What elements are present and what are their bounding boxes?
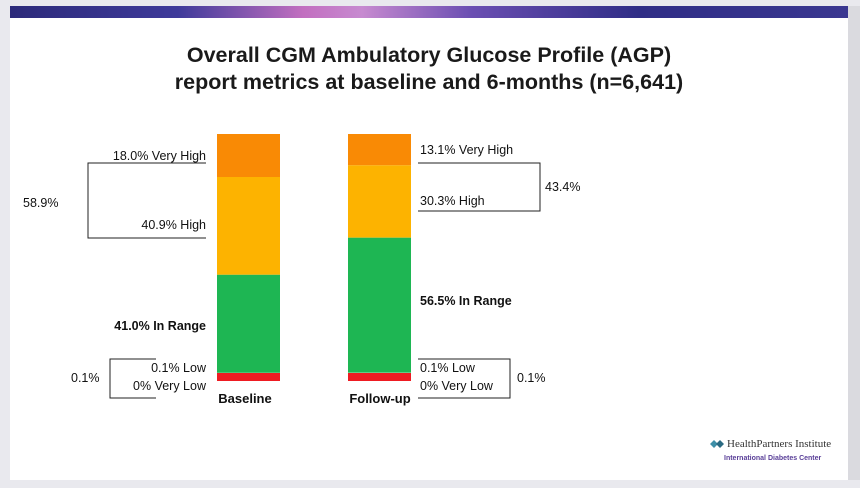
label-followup-in-range: 56.5% In Range	[420, 294, 512, 308]
title-line-2: report metrics at baseline and 6-months …	[174, 70, 684, 94]
label-followup-high: 30.3% High	[420, 194, 485, 208]
bar-baseline-very-high	[217, 134, 280, 177]
label-baseline-very-low: 0% Very Low	[133, 379, 207, 393]
bar-followup-high	[348, 165, 411, 238]
window-edge	[848, 6, 860, 480]
bar-followup-in-range	[348, 237, 411, 373]
label-baseline-below-range-total: 0.1%	[71, 371, 100, 385]
logo-name: HealthPartners Institute	[727, 438, 832, 450]
label-baseline-in-range: 41.0% In Range	[114, 319, 206, 333]
bar-baseline-low	[217, 373, 280, 381]
label-followup-very-high: 13.1% Very High	[420, 143, 513, 157]
slide-header-bar	[10, 6, 848, 18]
bar-baseline-in-range	[217, 274, 280, 373]
stacked-bar-chart: 18.0% Very High 40.9% High 41.0% In Rang…	[23, 134, 580, 406]
tick-label-followup: Follow-up	[349, 391, 410, 406]
label-followup-above-range-total: 43.4%	[545, 180, 580, 194]
baseline-below-range-bracket	[109, 358, 156, 399]
label-followup-below-range-total: 0.1%	[517, 371, 546, 385]
logo-subtitle: International Diabetes Center	[724, 455, 822, 462]
title-line-1: Overall CGM Ambulatory Glucose Profile (…	[186, 43, 672, 67]
baseline-above-range-bracket	[87, 162, 206, 239]
bar-baseline-high	[217, 177, 280, 275]
label-baseline-very-high: 18.0% Very High	[113, 149, 206, 163]
label-followup-low: 0.1% Low	[420, 361, 476, 375]
followup-below-range-bracket	[418, 358, 511, 399]
healthpartners-logo: HealthPartners Institute International D…	[710, 438, 840, 462]
followup-above-range-bracket	[418, 162, 541, 212]
label-baseline-above-range-total: 58.9%	[23, 196, 58, 210]
healthpartners-logo-icon	[710, 440, 724, 448]
slide-title: Overall CGM Ambulatory Glucose Profile (…	[10, 42, 848, 96]
label-followup-very-low: 0% Very Low	[420, 379, 494, 393]
slide: Overall CGM Ambulatory Glucose Profile (…	[10, 6, 848, 480]
label-baseline-low: 0.1% Low	[151, 361, 207, 375]
bar-followup-very-high	[348, 134, 411, 166]
label-baseline-high: 40.9% High	[141, 218, 206, 232]
tick-label-baseline: Baseline	[218, 391, 271, 406]
bar-followup-low	[348, 373, 411, 381]
